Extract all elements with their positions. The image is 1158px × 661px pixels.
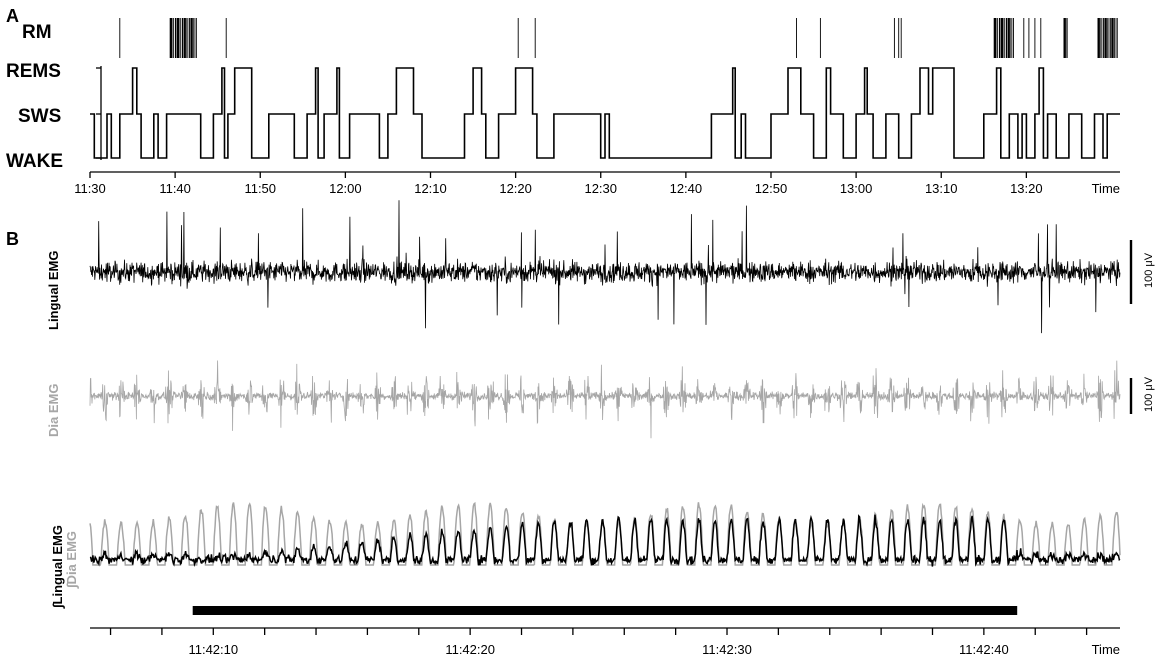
time-axis-a-label: Time xyxy=(1092,181,1120,196)
int-lingual-emg-trace xyxy=(89,514,1121,567)
panel-a: A RM REMS SWS WAKE 11:30 11:40 11:50 12:00 1… xyxy=(6,6,1120,196)
time-axis-b-tick-label: 11:42:30 xyxy=(702,642,752,657)
dia-emg-trace xyxy=(89,360,1121,439)
time-axis-a-tick-label: 13:20 xyxy=(1010,181,1043,196)
int-lingual-emg-label: ∫Lingual EMG xyxy=(50,525,65,609)
dia-scale-label: 100 μV xyxy=(1143,376,1155,412)
time-axis-b-label: Time xyxy=(1092,642,1120,657)
time-axis-a-tick-label: 11:40 xyxy=(159,181,191,196)
rm-period-bar xyxy=(192,606,1018,615)
time-axis-a-tick-label: 13:00 xyxy=(840,181,873,196)
int-dia-emg-label: ∫Dia EMG xyxy=(64,531,79,589)
time-axis-a-tick-label: 12:10 xyxy=(414,181,447,196)
time-axis-a-tick-label: 12:30 xyxy=(584,181,617,196)
time-axis-b-tick-label: 11:42:20 xyxy=(445,642,495,657)
panel-a-letter: A xyxy=(6,6,19,26)
dia-emg-label: Dia EMG xyxy=(46,384,61,437)
time-axis-a-tick-label: 13:10 xyxy=(925,181,958,196)
rm-events xyxy=(119,18,1118,58)
state-label-wake: WAKE xyxy=(6,151,63,172)
state-label-rems: REMS xyxy=(6,61,61,82)
time-axis-a-tick-label: 12:00 xyxy=(329,181,362,196)
time-axis-a-tick-label: 12:40 xyxy=(670,181,703,196)
lingual-scale-label: 100 μV xyxy=(1143,252,1155,288)
state-label-sws: SWS xyxy=(18,106,61,127)
time-axis-a-tick-label: 11:50 xyxy=(244,181,276,196)
time-axis-a-tick-label: 12:20 xyxy=(499,181,532,196)
time-axis-a-tick-label: 11:30 xyxy=(74,181,106,196)
time-axis-b-tick-label: 11:42:10 xyxy=(188,642,238,657)
panel-b-letter: B xyxy=(6,229,19,249)
time-axis-a-ticks: 11:30 11:40 11:50 12:00 12:10 12:20 12:30 12:40… xyxy=(74,172,1043,196)
lingual-emg-trace xyxy=(89,200,1121,334)
rm-row-label: RM xyxy=(22,22,52,43)
time-axis-a-tick-label: 12:50 xyxy=(755,181,788,196)
time-axis-b-tick-label: 11:42:40 xyxy=(959,642,1009,657)
lingual-emg-label: Lingual EMG xyxy=(46,251,61,330)
hypnogram-line xyxy=(90,67,1120,159)
time-axis-b-ticks: 11:42:10 11:42:20 11:42:30 11:42:40 xyxy=(109,628,1088,657)
panel-b: B Lingual EMG 100 μV Dia EMG 100 μV ∫Lin… xyxy=(6,200,1155,657)
